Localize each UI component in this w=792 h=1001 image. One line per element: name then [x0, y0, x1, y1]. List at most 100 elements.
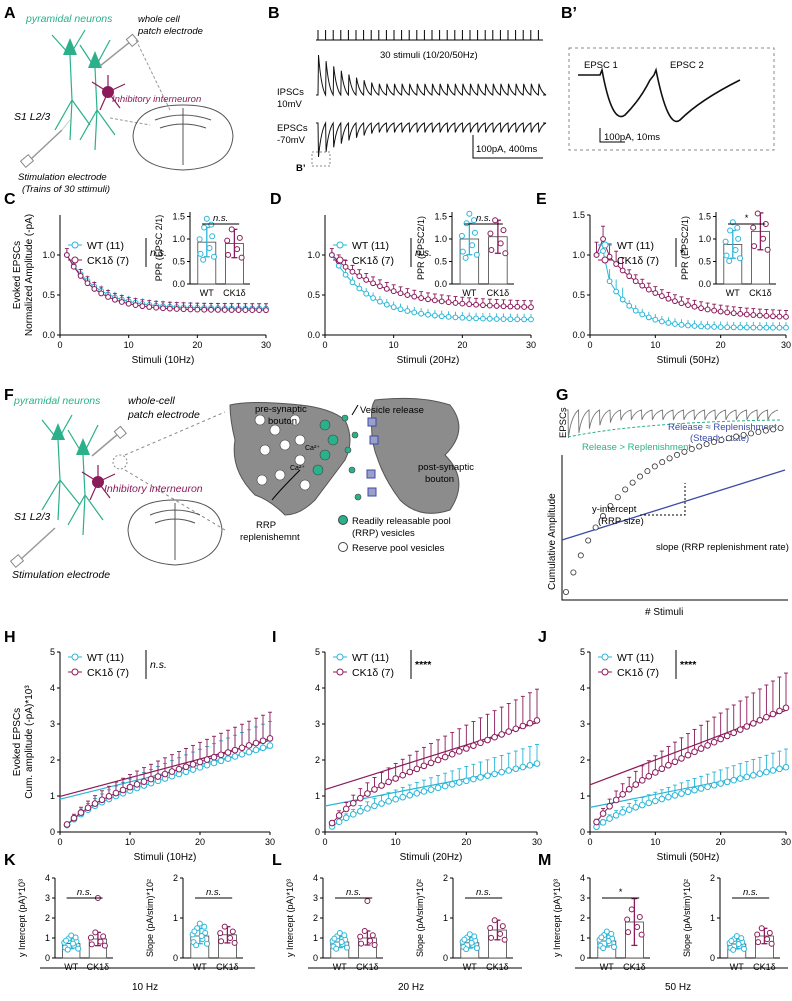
legend-marker-ck — [601, 256, 609, 264]
xtick-label-D: 30 — [526, 340, 536, 350]
point-wt — [730, 776, 738, 784]
point-ck — [626, 273, 633, 280]
xlabel-J: Stimuli (50Hz) — [657, 852, 720, 863]
point-wt — [698, 323, 704, 330]
point-ck — [118, 299, 125, 305]
f-interneuron-soma — [92, 476, 104, 488]
point-wt — [526, 762, 534, 769]
f-zoom-circle — [112, 454, 128, 470]
bar-point-WT — [203, 215, 210, 222]
bar-point-WT — [722, 238, 729, 245]
ytick-label-C: 0.0 — [42, 330, 55, 340]
point-ck — [491, 733, 498, 741]
bar-chart-k2: 0 1 2 Slope (pA/stim)*10² WT CK1δ n.s. — [145, 873, 243, 972]
bar-ytick-label-C-inset: 0.0 — [172, 279, 185, 289]
axes-H — [59, 652, 270, 833]
stat-label-C: n.s. — [150, 247, 167, 259]
xtick-label-H: 30 — [265, 837, 275, 847]
bar-point-WT — [737, 255, 743, 262]
xtick-label-I: 30 — [532, 837, 542, 847]
point-ck — [434, 756, 442, 764]
point-ck — [698, 305, 704, 312]
g-point — [592, 524, 599, 531]
point-ck — [782, 704, 790, 712]
series-line-wt — [66, 745, 271, 826]
point-ck — [98, 290, 105, 297]
bar-point-WT — [63, 937, 70, 944]
bar-point-CK1δ — [227, 935, 234, 942]
bar-point-CK1δ — [501, 936, 508, 943]
ytick-label-I: 4 — [315, 683, 320, 693]
bar-point-CK1δ — [101, 942, 108, 949]
bar-xlabel-CK1δ: CK1δ — [486, 962, 509, 972]
bar-point-CK1δ — [367, 937, 374, 944]
point-wt — [652, 797, 659, 805]
g-point — [740, 431, 747, 438]
panel-label-b: B — [268, 5, 280, 22]
point-ck — [77, 809, 85, 816]
point-ck — [606, 803, 613, 810]
point-wt — [356, 285, 363, 292]
stat-label-H: n.s. — [150, 659, 167, 671]
point-ck — [505, 728, 513, 735]
scale-bar-bprime-label: 100pA, 10ms — [604, 132, 660, 143]
panel-label-c: C — [4, 191, 16, 208]
point-ck — [196, 758, 204, 766]
bar-ytick-label-C-inset: 1.0 — [172, 234, 185, 244]
bar-point-WT — [727, 227, 734, 234]
point-wt — [335, 818, 343, 826]
bar-point-WT — [728, 938, 735, 945]
bar-point-CK1δ — [224, 237, 231, 244]
point-wt — [671, 792, 679, 799]
bar-chart-m2: 0 1 2 Slope (pA/stim)*10² WT CK1δ n.s. — [682, 873, 780, 972]
bar-point-WT — [600, 945, 607, 952]
bar-point-CK1δ — [97, 938, 104, 945]
g-point — [681, 448, 688, 455]
bar-point-CK1δ — [750, 224, 757, 231]
bar-ytick-label-L1: 2 — [313, 913, 318, 923]
ytick-label-J: 2 — [580, 755, 585, 765]
bar-ytick-label-E-inset: 0.5 — [698, 257, 711, 267]
point-wt — [717, 780, 724, 787]
point-ck — [259, 737, 267, 745]
f-patch-electrode-icon — [113, 425, 127, 440]
bar-point-CK1δ — [229, 928, 236, 935]
ytick-label-C: 1.0 — [42, 250, 55, 260]
bar-ytick-label-M2: 2 — [710, 873, 715, 883]
patch-electrode-icon — [125, 33, 139, 48]
bar-ytick-label-D-inset: 1.0 — [434, 234, 447, 244]
panel-f-schematic: pyramidal neurons whole-cell patch elect… — [9, 395, 474, 581]
point-wt — [399, 793, 407, 801]
bar-point-CK1δ — [764, 246, 771, 253]
point-ck — [133, 781, 141, 788]
panel-label-a: A — [4, 5, 16, 22]
post-label-2: bouton — [425, 474, 454, 485]
bprime-marker: B’ — [296, 163, 306, 174]
series-line-ck — [66, 737, 271, 825]
bar-xlabel-CK1δ: CK1δ — [87, 962, 110, 972]
point-wt — [737, 324, 744, 331]
point-ck — [717, 308, 724, 315]
point-ck — [245, 742, 253, 749]
point-ck — [711, 307, 718, 314]
legend-reserve-label: Reserve pool vesicles — [352, 543, 445, 554]
point-ck — [776, 313, 783, 320]
xlabel-E: Stimuli (50Hz) — [657, 355, 720, 366]
legend-marker-wt — [336, 653, 344, 661]
bar-ytick-label-L2: 1 — [443, 913, 448, 923]
bar-point-WT — [211, 253, 217, 260]
point-ck — [473, 301, 479, 308]
g-point — [718, 437, 725, 444]
stat-label-E: * — [680, 247, 685, 259]
point-ck — [493, 303, 500, 309]
point-ck — [507, 303, 514, 310]
xtick-label-E: 20 — [716, 340, 726, 350]
g-point — [607, 503, 614, 510]
point-wt — [514, 316, 521, 323]
ytick-label-H: 1 — [50, 791, 55, 801]
bar-ytick-label-M1: 2 — [580, 913, 585, 923]
epsc1-label: EPSC 1 — [584, 60, 618, 71]
bar-point-WT — [471, 933, 478, 940]
legend-rrp-icon — [338, 515, 348, 525]
